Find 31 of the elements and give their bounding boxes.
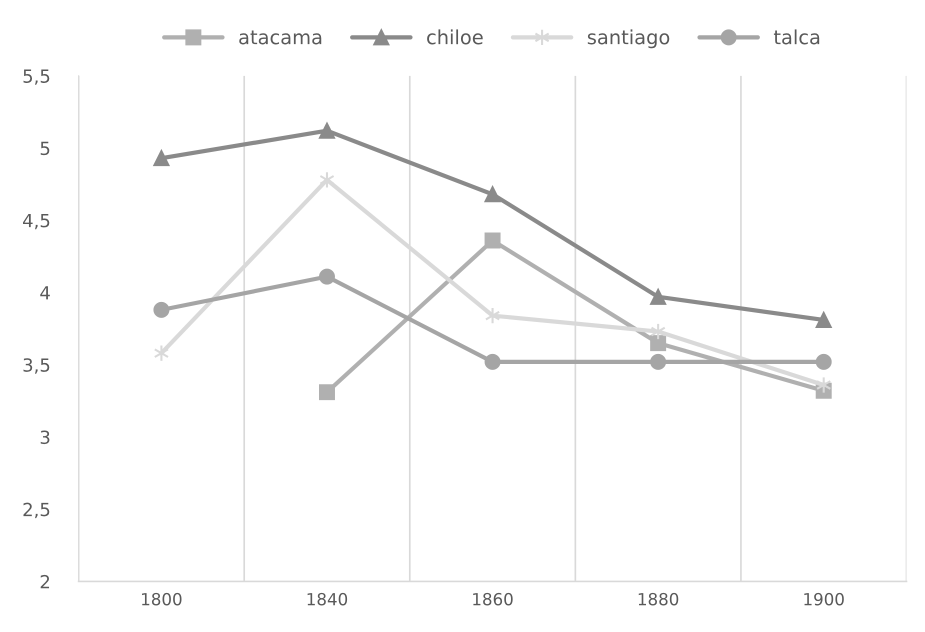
y-tick-label: 5 bbox=[40, 142, 50, 156]
point bbox=[153, 302, 170, 318]
legend-label: atacama bbox=[239, 30, 322, 44]
point bbox=[319, 384, 335, 400]
legend-label: chiloe bbox=[427, 29, 483, 44]
point bbox=[650, 354, 666, 370]
point bbox=[319, 268, 335, 285]
y-tick-label: 3,5 bbox=[24, 358, 50, 374]
y-tick-label: 4 bbox=[40, 286, 50, 300]
point bbox=[650, 335, 666, 352]
y-tick-label: 3 bbox=[40, 430, 50, 444]
point bbox=[484, 232, 501, 249]
point bbox=[816, 354, 832, 370]
x-tick-label: 1860 bbox=[473, 592, 513, 606]
y-tick-label: 2,5 bbox=[23, 502, 50, 518]
point bbox=[319, 122, 335, 139]
x-tick-label: 1800 bbox=[142, 592, 182, 606]
point bbox=[650, 288, 666, 305]
y-tick-label: 4,5 bbox=[23, 214, 50, 230]
point bbox=[484, 186, 501, 202]
x-tick-label: 1900 bbox=[804, 592, 844, 606]
legend-label: santiago bbox=[588, 29, 670, 48]
point bbox=[484, 354, 501, 370]
point bbox=[816, 312, 832, 328]
x-tick-label: 1880 bbox=[638, 592, 678, 606]
legend-label: talca bbox=[774, 29, 820, 44]
point bbox=[153, 150, 170, 166]
y-tick-label: 5,5 bbox=[24, 70, 50, 85]
point bbox=[816, 376, 832, 394]
x-tick-label: 1840 bbox=[308, 592, 348, 606]
y-tick-label: 2 bbox=[40, 574, 50, 588]
